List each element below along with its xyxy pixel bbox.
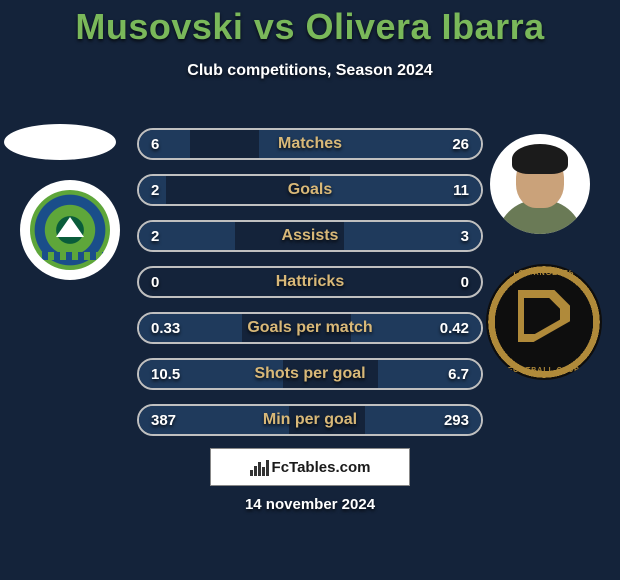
stat-fill-left [139,360,283,388]
stat-value-right: 0 [461,268,469,296]
stat-fill-right [351,314,481,342]
stat-fill-left [139,222,235,250]
stat-row: 0.330.42Goals per match [137,312,483,344]
stat-value-left: 0 [151,268,159,296]
lafc-icon [518,290,570,354]
stats-area: 626Matches 211Goals 23Assists 0 0Hattricks 0.… [137,128,483,450]
page-title: Musovski vs Olivera Ibarra [0,6,620,48]
stat-fill-right [310,176,481,204]
stat-fill-right [365,406,481,434]
subtitle: Club competitions, Season 2024 [0,62,620,80]
stat-label: Hattricks [139,268,481,296]
stat-row: 387293Min per goal [137,404,483,436]
player-left-placeholder [4,124,116,160]
lafc-top-text: LOS ANGELES [486,270,602,277]
stat-fill-left [139,314,242,342]
player-right-avatar [490,134,590,234]
stat-fill-left [139,406,289,434]
stat-row: 626Matches [137,128,483,160]
stat-fill-right [378,360,481,388]
stat-fill-left [139,130,190,158]
stat-row: 0 0Hattricks [137,266,483,298]
barchart-icon [250,458,268,476]
stat-fill-right [344,222,481,250]
watermark-text: FcTables.com [272,459,371,476]
lafc-bottom-text: FOOTBALL CLUB [486,367,602,374]
stat-row: 23Assists [137,220,483,252]
stat-fill-right [259,130,481,158]
club-right-badge: LOS ANGELES FOOTBALL CLUB [486,264,602,380]
date-line: 14 november 2024 [0,496,620,513]
stat-row: 211Goals [137,174,483,206]
watermark: FcTables.com [210,448,410,486]
club-left-badge [20,180,120,280]
stat-fill-left [139,176,166,204]
stat-row: 10.56.7Shots per goal [137,358,483,390]
sounders-icon [30,190,110,270]
